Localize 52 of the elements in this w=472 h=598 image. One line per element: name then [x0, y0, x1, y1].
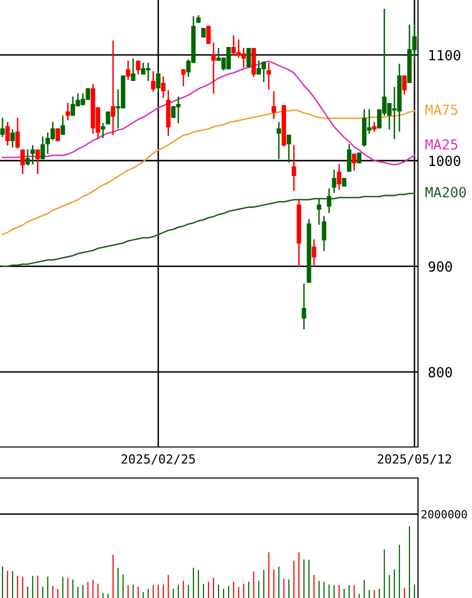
candlestick	[106, 111, 110, 124]
candlestick	[266, 62, 271, 90]
candlestick	[246, 48, 251, 68]
y-tick-label: 1000	[429, 156, 460, 166]
candlestick	[66, 102, 70, 120]
candlestick	[292, 145, 296, 191]
candlestick	[15, 118, 20, 149]
candlestick	[357, 152, 362, 164]
series-label: MA75	[426, 104, 458, 116]
candlestick	[136, 60, 140, 75]
candlestick	[110, 40, 116, 135]
y-tick-label: 800	[428, 366, 452, 378]
candlestick	[10, 129, 15, 148]
candlestick	[35, 149, 40, 174]
candlestick	[302, 284, 306, 330]
candlestick	[5, 122, 10, 146]
candlestick	[130, 58, 136, 82]
line-series	[2, 192, 416, 267]
candlestick	[181, 69, 186, 86]
y-tick-label: 1100	[429, 50, 460, 60]
y-tick-label: 2000000	[422, 510, 467, 518]
candlestick	[332, 169, 336, 194]
y-tick-label: 900	[428, 261, 452, 272]
candlestick	[156, 71, 160, 93]
candlestick	[326, 188, 332, 214]
candlestick	[56, 128, 60, 142]
candlestick	[161, 76, 166, 98]
line-series	[2, 60, 416, 166]
candlestick	[272, 91, 276, 120]
candlestick	[126, 60, 130, 80]
x-tick-label: 2025/02/25	[122, 454, 195, 465]
candlestick	[25, 149, 30, 166]
candlestick	[30, 145, 35, 164]
candlestick	[336, 164, 342, 190]
candlestick	[346, 144, 352, 172]
candlestick	[0, 118, 5, 138]
x-tick-label: 2025/05/12	[378, 454, 452, 465]
series-label: MA200	[426, 186, 466, 198]
candlestick	[402, 75, 407, 95]
candlestick	[211, 42, 216, 94]
candlestick	[151, 71, 156, 92]
candlestick	[60, 116, 66, 135]
candlestick	[322, 216, 326, 252]
candlestick	[352, 154, 356, 171]
candlestick	[206, 26, 211, 44]
series-label: MA25	[426, 139, 458, 150]
candlestick	[286, 134, 292, 162]
candlestick	[100, 122, 106, 138]
candlestick	[276, 122, 282, 160]
candlestick	[20, 149, 25, 174]
candlestick	[312, 239, 316, 267]
candlestick	[316, 198, 322, 225]
